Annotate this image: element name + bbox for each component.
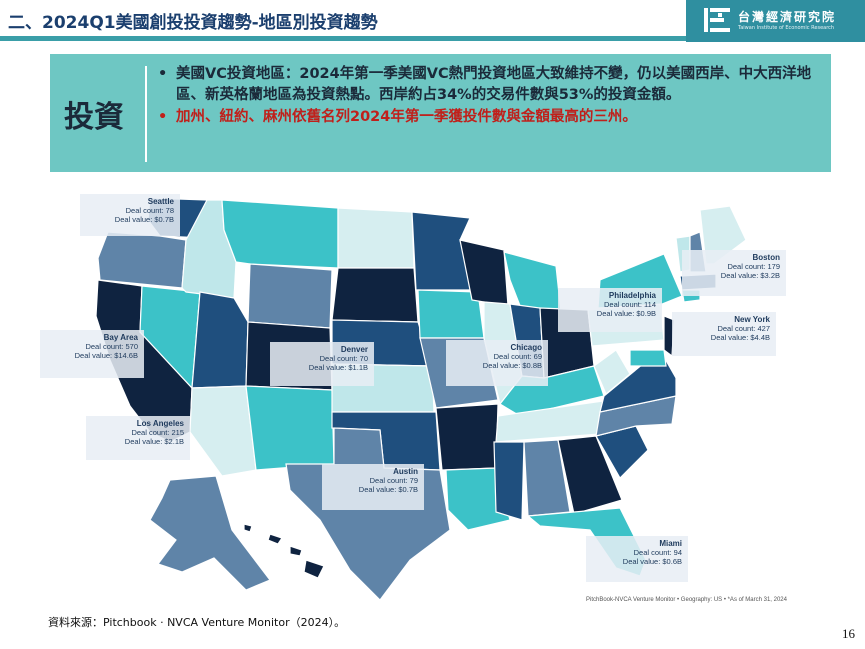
- state-georgia: [557, 435, 623, 515]
- callout-philadelphia: Philadelphia Deal count: 114 Deal value:…: [558, 288, 662, 332]
- us-map: Seattle Deal count: 78 Deal value: $0.7B…: [0, 180, 865, 610]
- bullet-dot-icon: •: [158, 66, 168, 82]
- state-south-dakota: [331, 267, 419, 323]
- callout-chicago: Chicago Deal count: 69 Deal value: $0.8B: [446, 340, 548, 386]
- callout-boston: Boston Deal count: 179 Deal value: $3.2B: [682, 250, 786, 296]
- callout-bay-area: Bay Area Deal count: 570 Deal value: $14…: [40, 330, 144, 378]
- logo-name-en: Taiwan Institute of Economic Research: [738, 25, 835, 31]
- state-alaska: [149, 475, 271, 591]
- state-arizona: [189, 385, 257, 477]
- summary-divider: [145, 66, 147, 162]
- header-bar: [0, 0, 700, 42]
- callout-city: Miami: [659, 539, 682, 548]
- callout-value: Deal value: $0.7B: [114, 215, 174, 224]
- map-credit: PitchBook-NVCA Venture Monitor • Geograp…: [586, 597, 787, 603]
- summary-bullets: • 美國VC投資地區：2024年第一季美國VC熱門投資地區大致維持不變，仍以美國…: [158, 64, 818, 128]
- state-hawaii-3: [289, 545, 303, 557]
- callout-value: Deal value: $0.8B: [482, 361, 542, 370]
- state-west-virginia: [593, 349, 631, 395]
- callout-city: New York: [734, 315, 770, 324]
- state-louisiana: [445, 467, 511, 531]
- state-maryland: [629, 349, 667, 367]
- callout-count: Deal count: 179: [727, 262, 780, 271]
- callout-seattle: Seattle Deal count: 78 Deal value: $0.7B: [80, 194, 180, 236]
- callout-count: Deal count: 69: [493, 352, 542, 361]
- callout-value: Deal value: $0.7B: [358, 485, 418, 494]
- summary-bullet-1-text: 美國VC投資地區：2024年第一季美國VC熱門投資地區大致維持不變，仍以美國西岸…: [176, 66, 812, 103]
- state-hawaii-2: [267, 533, 283, 545]
- callout-value: Deal value: $3.2B: [720, 271, 780, 280]
- summary-label: 投資: [64, 100, 124, 135]
- summary-box: 投資 • 美國VC投資地區：2024年第一季美國VC熱門投資地區大致維持不變，仍…: [50, 54, 831, 172]
- callout-new-york: New York Deal count: 427 Deal value: $4.…: [672, 312, 776, 356]
- callout-count: Deal count: 94: [633, 548, 682, 557]
- callout-count: Deal count: 215: [131, 428, 184, 437]
- callout-count: Deal count: 427: [717, 324, 770, 333]
- state-new-jersey: [663, 315, 675, 358]
- callout-count: Deal count: 114: [604, 300, 656, 309]
- callout-city: Denver: [340, 345, 368, 354]
- us-state-map: [95, 197, 747, 601]
- callout-miami: Miami Deal count: 94 Deal value: $0.6B: [586, 536, 688, 582]
- callout-count: Deal count: 570: [85, 342, 138, 351]
- state-hawaii-4: [303, 559, 325, 579]
- header: 二、2024Q1美國創投投資趨勢-地區別投資趨勢 台灣經濟研究院 Taiwan …: [0, 0, 865, 42]
- source-note: 資料來源：Pitchbook · NVCA Venture Monitor（20…: [48, 616, 346, 629]
- state-oregon: [97, 231, 187, 289]
- callout-city: Austin: [393, 467, 418, 476]
- callout-value: Deal value: $14.6B: [74, 351, 138, 360]
- callout-city: Chicago: [510, 343, 542, 352]
- callout-city: Los Angeles: [136, 419, 184, 428]
- callout-city: Boston: [752, 253, 780, 262]
- logo-name-cn: 台灣經濟研究院: [738, 10, 837, 24]
- callout-value: Deal value: $0.9B: [596, 309, 656, 318]
- state-north-dakota: [337, 207, 415, 269]
- callout-city: Bay Area: [103, 333, 138, 342]
- state-arkansas: [435, 403, 499, 471]
- callout-los-angeles: Los Angeles Deal count: 215 Deal value: …: [86, 416, 190, 460]
- state-wyoming: [247, 263, 333, 329]
- callout-count: Deal count: 70: [319, 354, 368, 363]
- callout-city: Seattle: [147, 197, 174, 206]
- callout-value: Deal value: $0.6B: [622, 557, 682, 566]
- state-new-mexico: [245, 385, 335, 471]
- callout-value: Deal value: $1.1B: [308, 363, 368, 372]
- callout-denver: Denver Deal count: 70 Deal value: $1.1B: [270, 342, 374, 386]
- page-number: 16: [842, 626, 855, 641]
- tier-logo-icon: [704, 8, 730, 32]
- bullet-dot-icon: •: [158, 109, 168, 125]
- callout-count: Deal count: 78: [125, 206, 174, 215]
- state-hawaii-1: [243, 523, 253, 533]
- state-montana: [221, 199, 339, 269]
- logo: 台灣經濟研究院 Taiwan Institute of Economic Res…: [686, 0, 865, 42]
- state-utah: [191, 291, 249, 389]
- page-title: 二、2024Q1美國創投投資趨勢-地區別投資趨勢: [8, 13, 378, 33]
- state-mississippi: [493, 441, 525, 521]
- callout-value: Deal value: $4.4B: [710, 333, 770, 342]
- summary-bullet-1: • 美國VC投資地區：2024年第一季美國VC熱門投資地區大致維持不變，仍以美國…: [158, 64, 818, 106]
- header-underline: [0, 36, 690, 41]
- callout-austin: Austin Deal count: 79 Deal value: $0.7B: [322, 464, 424, 510]
- callout-value: Deal value: $2.1B: [124, 437, 184, 446]
- callout-city: Philadelphia: [608, 291, 656, 300]
- summary-bullet-2: • 加州、紐約、麻州依舊名列2024年第一季獲投件數與金額最高的三州。: [158, 107, 818, 128]
- summary-bullet-2-text: 加州、紐約、麻州依舊名列2024年第一季獲投件數與金額最高的三州。: [176, 109, 637, 125]
- callout-count: Deal count: 79: [369, 476, 418, 485]
